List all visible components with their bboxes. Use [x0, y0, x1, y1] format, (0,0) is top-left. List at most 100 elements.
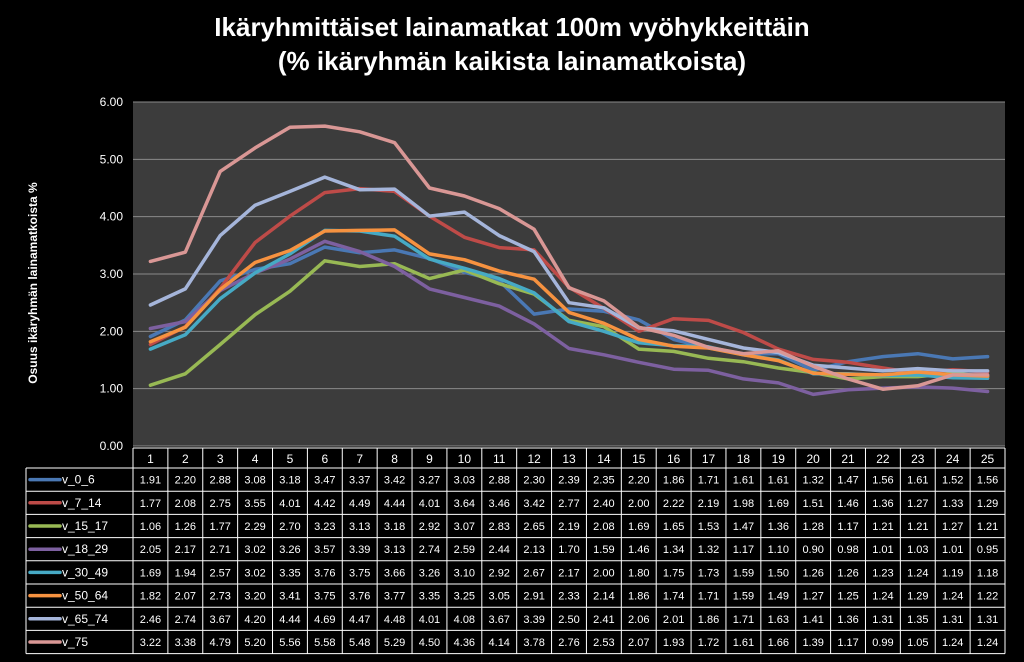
table-cell: 1.27	[802, 591, 823, 603]
table-cell: 5.58	[314, 637, 335, 649]
table-cell: 1.31	[872, 614, 893, 626]
table-cell: 3.26	[279, 544, 300, 556]
table-cell: 2.67	[523, 567, 544, 579]
table-cell: 1.56	[977, 475, 998, 487]
table-cell: 3.22	[140, 637, 161, 649]
table-cell: 1.71	[698, 475, 719, 487]
table-cell: 2.07	[175, 591, 196, 603]
table-cell: 3.13	[349, 521, 370, 533]
table-cell: 3.08	[244, 475, 265, 487]
table-cell: 1.46	[837, 498, 858, 510]
table-cell: 2.92	[489, 567, 510, 579]
table-cell: 1.35	[907, 614, 928, 626]
table-cell: 1.21	[907, 521, 928, 533]
table-cell: 4.08	[454, 614, 475, 626]
x-tick-label: 20	[806, 452, 820, 466]
table-cell: 3.26	[419, 567, 440, 579]
table-cell: 2.20	[628, 475, 649, 487]
y-tick-label: 4.00	[100, 210, 124, 224]
table-cell: 2.39	[558, 475, 579, 487]
table-cell: 3.41	[279, 591, 300, 603]
y-tick-label: 1.00	[100, 382, 124, 396]
table-cell: 4.69	[314, 614, 335, 626]
table-cell: 4.14	[489, 637, 510, 649]
table-cell: 4.48	[384, 614, 405, 626]
table-cell: 2.83	[489, 521, 510, 533]
table-cell: 4.01	[419, 614, 440, 626]
table-cell: 1.39	[802, 637, 823, 649]
table-cell: 5.20	[244, 637, 265, 649]
table-cell: 4.44	[384, 498, 405, 510]
table-cell: 1.82	[140, 591, 161, 603]
table-cell: 2.59	[454, 544, 475, 556]
table-cell: 2.77	[558, 498, 579, 510]
table-cell: 1.29	[907, 591, 928, 603]
table-cell: 1.24	[907, 567, 928, 579]
table-cell: 1.27	[942, 521, 963, 533]
table-cell: 4.20	[244, 614, 265, 626]
table-cell: 3.03	[454, 475, 475, 487]
legend-label-v_15_17: v_15_17	[62, 519, 108, 533]
table-cell: 1.47	[733, 521, 754, 533]
table-cell: 1.59	[733, 591, 754, 603]
table-cell: 3.18	[384, 521, 405, 533]
table-cell: 4.01	[279, 498, 300, 510]
legend-label-v_75: v_75	[62, 635, 88, 649]
table-cell: 5.56	[279, 637, 300, 649]
table-cell: 1.01	[872, 544, 893, 556]
series-line-v_50_64	[148, 228, 990, 378]
table-cell: 3.25	[454, 591, 475, 603]
table-cell: 1.26	[837, 567, 858, 579]
x-tick-label: 18	[737, 452, 751, 466]
table-cell: 4.44	[279, 614, 300, 626]
x-tick-label: 22	[876, 452, 890, 466]
table-cell: 2.29	[244, 521, 265, 533]
table-cell: 4.47	[349, 614, 370, 626]
table-cell: 1.24	[942, 591, 963, 603]
table-cell: 4.42	[314, 498, 335, 510]
table-cell: 3.55	[244, 498, 265, 510]
table-cell: 3.64	[454, 498, 475, 510]
table-cell: 2.65	[523, 521, 544, 533]
x-tick-label: 13	[562, 452, 576, 466]
table-cell: 2.91	[523, 591, 544, 603]
table-cell: 1.25	[837, 591, 858, 603]
table-cell: 2.53	[593, 637, 614, 649]
legend-label-v_50_64: v_50_64	[62, 589, 108, 603]
table-cell: 2.50	[558, 614, 579, 626]
table-cell: 1.77	[209, 521, 230, 533]
table-cell: 3.76	[349, 591, 370, 603]
x-tick-label: 6	[321, 452, 328, 466]
table-cell: 1.59	[593, 544, 614, 556]
table-cell: 1.98	[733, 498, 754, 510]
table-cell: 3.10	[454, 567, 475, 579]
table-cell: 3.47	[314, 475, 335, 487]
table-cell: 1.77	[140, 498, 161, 510]
table-cell: 3.13	[384, 544, 405, 556]
table-cell: 2.08	[593, 521, 614, 533]
series-line-v_65_74	[148, 175, 990, 373]
x-tick-label: 25	[981, 452, 995, 466]
x-tick-label: 23	[911, 452, 925, 466]
table-cell: 1.31	[977, 614, 998, 626]
table-cell: 1.86	[628, 591, 649, 603]
table-cell: 2.06	[628, 614, 649, 626]
chart-title-line-1: Ikäryhmittäiset lainamatkat 100m vyöhykk…	[214, 12, 810, 42]
table-cell: 3.27	[419, 475, 440, 487]
table-cell: 4.01	[419, 498, 440, 510]
table-cell: 3.42	[523, 498, 544, 510]
table-cell: 2.30	[523, 475, 544, 487]
x-tick-label: 12	[527, 452, 541, 466]
table-cell: 1.17	[733, 544, 754, 556]
table-cell: 2.57	[209, 567, 230, 579]
table-cell: 1.26	[802, 567, 823, 579]
y-tick-label: 2.00	[100, 324, 124, 338]
table-cell: 1.31	[942, 614, 963, 626]
table-cell: 1.24	[942, 637, 963, 649]
table-cell: 1.63	[768, 614, 789, 626]
table-cell: 3.75	[349, 567, 370, 579]
table-cell: 2.44	[489, 544, 510, 556]
table-cell: 3.18	[279, 475, 300, 487]
table-cell: 3.77	[384, 591, 405, 603]
x-tick-label: 9	[426, 452, 433, 466]
